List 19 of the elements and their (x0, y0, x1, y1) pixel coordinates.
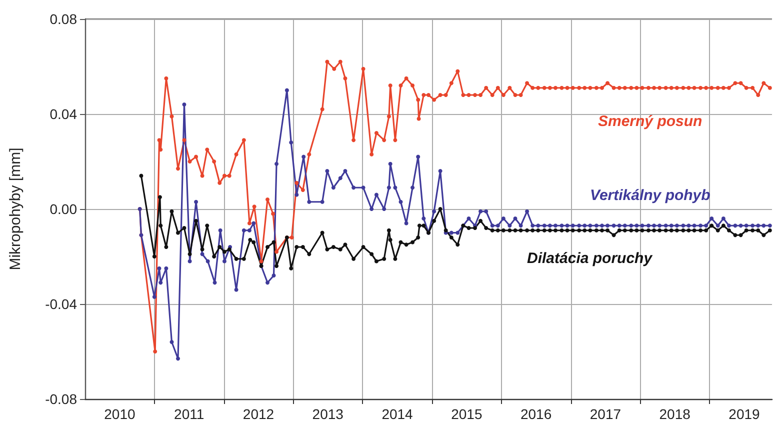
x-tick-label: 2014 (382, 406, 414, 422)
x-tick-label: 2016 (520, 406, 552, 422)
x-tick-label: 2012 (242, 406, 274, 422)
y-tick-label: 0.04 (50, 106, 78, 122)
y-tick-label: 0.00 (50, 201, 78, 217)
series-label: Vertikálny pohyb (590, 187, 710, 204)
y-tick-label: -0.04 (45, 296, 78, 312)
x-tick-label: 2011 (174, 406, 204, 422)
x-tick-label: 2017 (590, 406, 622, 422)
x-tick-label: 2015 (451, 406, 482, 422)
y-axis-title: Mikropohyby [mm] (7, 148, 24, 270)
series-label: Dilatácia poruchy (527, 250, 653, 267)
y-tick-label: -0.08 (45, 391, 78, 407)
series-label: Smerný posun (598, 113, 702, 130)
x-tick-label: 2013 (312, 406, 344, 422)
x-tick-label: 2010 (104, 406, 136, 422)
x-tick-label: 2019 (728, 406, 760, 422)
y-tick-label: 0.08 (50, 11, 78, 27)
x-tick-label: 2018 (659, 406, 691, 422)
